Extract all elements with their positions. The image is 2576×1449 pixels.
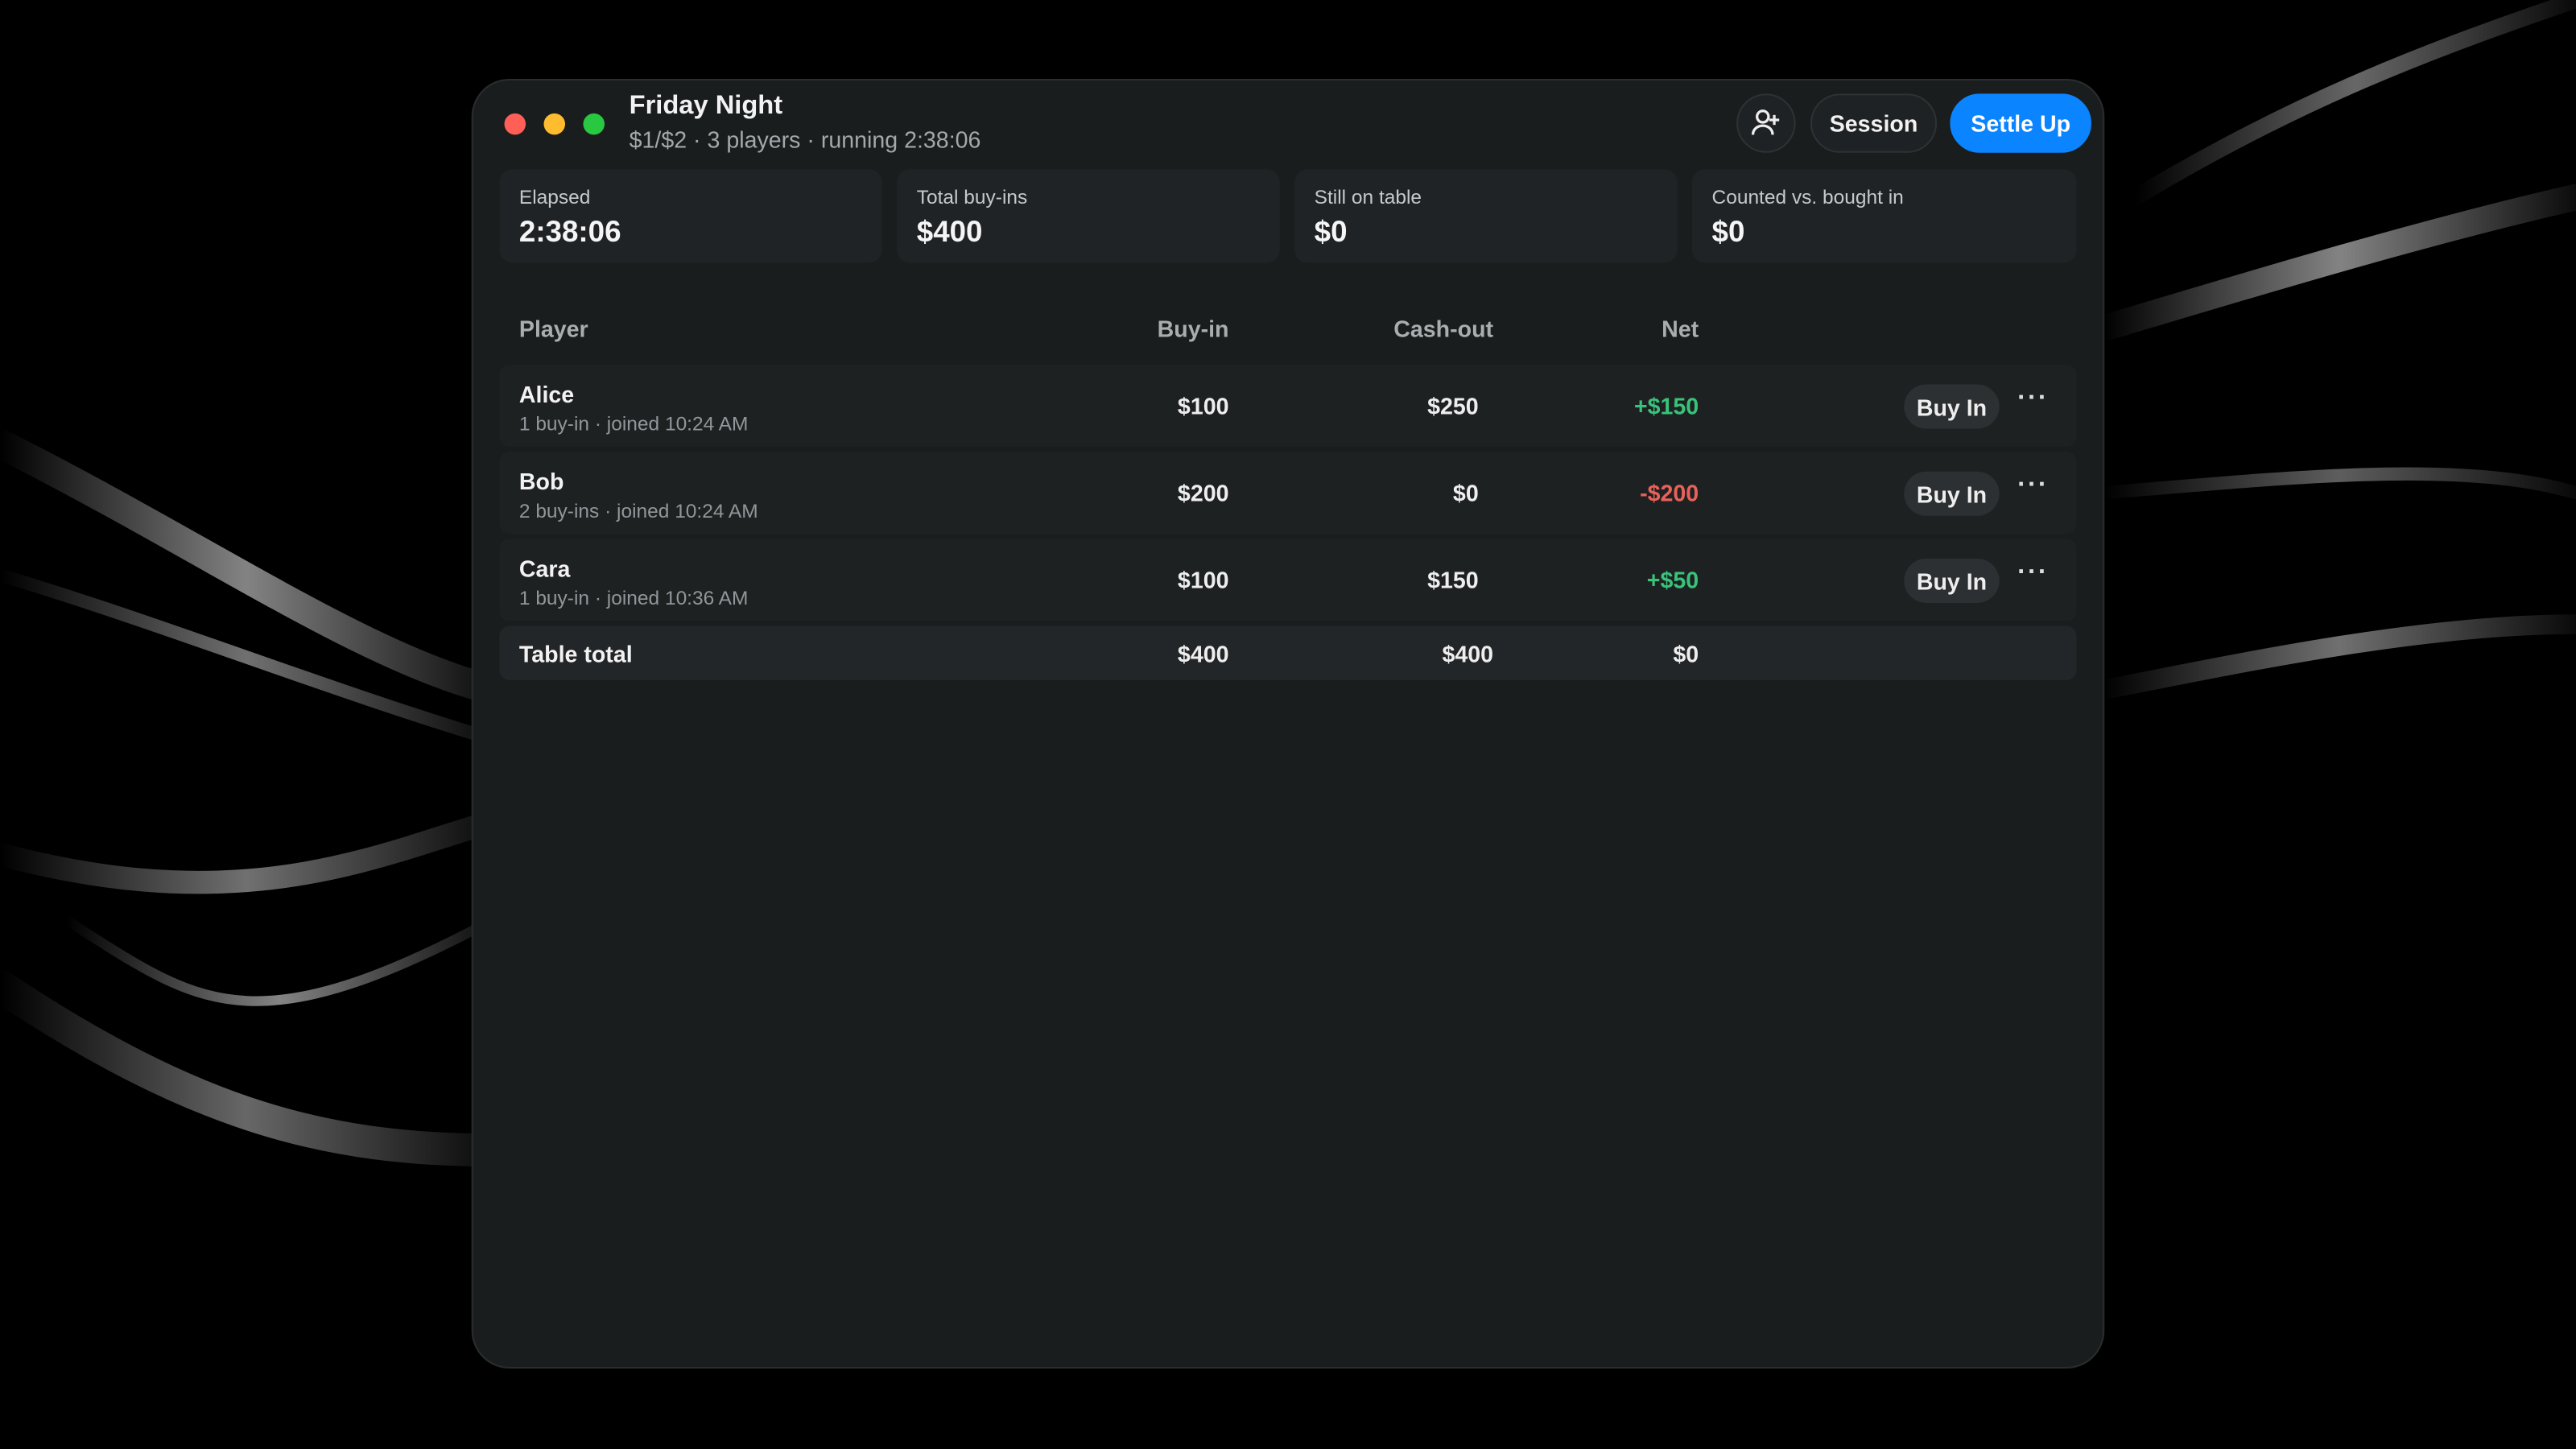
player-detail: 2 buy-ins · joined 10:24 AM	[518, 499, 758, 522]
net: +$150	[1633, 392, 1699, 419]
total-row: Table total $400 $400 $0	[499, 625, 2077, 680]
more-button[interactable]: ···	[2017, 471, 2049, 500]
total-net: $0	[1673, 640, 1699, 667]
player-row: Bob 2 buy-ins · joined 10:24 AM $200 $0 -$20…	[499, 452, 2077, 535]
column-header: Net	[1662, 315, 1699, 342]
net: -$200	[1640, 479, 1699, 506]
total-cash-out: $400	[1442, 640, 1494, 667]
session-button[interactable]: Session	[1810, 93, 1938, 153]
net: +$50	[1646, 567, 1699, 593]
session-subtitle: $1/$2 · 3 players · running 2:38:06	[629, 126, 981, 153]
stat-card: Still on table $0	[1294, 169, 1678, 263]
column-header: Cash-out	[1393, 315, 1494, 342]
stat-card: Elapsed 2:38:06	[499, 169, 882, 263]
total-label: Table total	[518, 640, 633, 667]
stat-value: $0	[1711, 215, 1745, 249]
buy-in: $100	[1177, 392, 1229, 419]
buy-in-button[interactable]: Buy In	[1904, 471, 2000, 516]
stat-label: Total buy-ins	[916, 185, 1028, 209]
zoom-button[interactable]	[583, 113, 605, 135]
cash-out: $150	[1427, 567, 1479, 593]
stat-value: 2:38:06	[518, 215, 621, 249]
stat-value: $0	[1314, 215, 1348, 249]
cash-out: $250	[1427, 392, 1479, 419]
buy-in-button[interactable]: Buy In	[1904, 558, 2000, 603]
player-name: Bob	[518, 468, 564, 495]
cash-out: $0	[1452, 479, 1479, 506]
stat-label: Counted vs. bought in	[1711, 185, 1904, 209]
player-detail: 1 buy-in · joined 10:24 AM	[518, 412, 749, 436]
more-button[interactable]: ···	[2017, 558, 2049, 587]
close-button[interactable]	[504, 113, 526, 135]
app-window: Friday Night $1/$2 · 3 players · running…	[473, 80, 2103, 1367]
column-header: Buy-in	[1157, 315, 1229, 342]
stat-card: Total buy-ins $400	[897, 169, 1280, 263]
stat-label: Elapsed	[518, 185, 591, 209]
session-title: Friday Night	[629, 92, 783, 120]
player-name: Alice	[518, 381, 575, 408]
player-name: Cara	[518, 555, 571, 582]
player-row: Cara 1 buy-in · joined 10:36 AM $100 $150 +$…	[499, 539, 2077, 621]
buy-in: $100	[1177, 567, 1229, 593]
player-detail: 1 buy-in · joined 10:36 AM	[518, 586, 749, 610]
player-row: Alice 1 buy-in · joined 10:24 AM $100 $250 +…	[499, 365, 2077, 448]
buy-in: $200	[1177, 479, 1229, 506]
more-button[interactable]: ···	[2017, 384, 2049, 413]
add-player-button[interactable]	[1736, 93, 1796, 153]
add-player-icon	[1751, 109, 1780, 135]
buy-in-button[interactable]: Buy In	[1904, 384, 2000, 429]
settle-up-button[interactable]: Settle Up	[1950, 93, 2091, 153]
column-header: Player	[518, 315, 588, 342]
stat-label: Still on table	[1314, 185, 1422, 209]
total-buy-in: $400	[1177, 640, 1229, 667]
stat-card: Counted vs. bought in $0	[1692, 169, 2077, 263]
stat-value: $400	[916, 215, 983, 249]
minimize-button[interactable]	[543, 113, 566, 135]
